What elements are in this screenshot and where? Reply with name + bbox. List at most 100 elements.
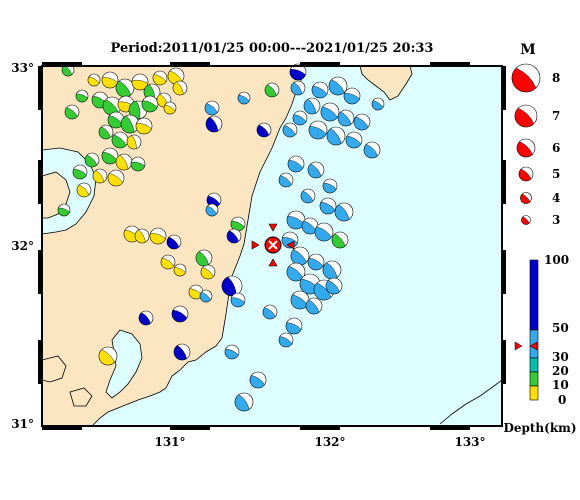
depth-legend: 100 50 30 20 10 0 Depth(km) (503, 253, 576, 435)
shikoku-landmass (359, 65, 413, 101)
earthquake-beachball (206, 192, 222, 208)
magnitude-legend: M 8 7 6 5 4 3 (511, 42, 560, 227)
earthquake-beachball (84, 152, 100, 168)
earthquake-beachball (64, 104, 80, 120)
magnitude-legend-beachball (511, 63, 541, 93)
lat-label-31: 31° (11, 417, 34, 431)
earthquake-beachball (141, 95, 159, 113)
earthquake-beachball (249, 371, 267, 389)
earthquake-beachball (107, 169, 125, 187)
earthquake-beachball (305, 297, 323, 315)
earthquake-beachball (264, 82, 280, 98)
mainshock-depth-pointer-left (514, 341, 523, 351)
earthquake-beachball (172, 80, 188, 96)
earthquake-beachball (282, 122, 298, 138)
earthquake-beachball (224, 344, 240, 360)
earthquake-beachball (371, 97, 385, 111)
earthquake-beachball (308, 120, 328, 140)
earthquake-beachball (237, 91, 251, 105)
magnitude-legend-beachball (520, 192, 532, 204)
earthquake-beachball (75, 89, 89, 103)
earthquake-beachball (286, 210, 306, 230)
map-title: Period:2011/01/25 00:00---2021/01/25 20:… (111, 41, 434, 56)
depth-tick-0: 0 (558, 393, 566, 407)
earthquake-beachball (292, 110, 308, 126)
earthquake-beachball (345, 131, 363, 149)
earthquake-beachball (115, 78, 135, 98)
mainshock-marker (251, 223, 295, 267)
earthquake-beachball (111, 131, 129, 149)
earthquake-beachball (195, 249, 213, 267)
earthquake-beachball (205, 203, 219, 217)
earthquake-beachball (334, 202, 354, 222)
magnitude-legend-beachball (514, 104, 538, 128)
earthquake-beachball (262, 304, 278, 320)
earthquake-beachball (199, 289, 213, 303)
earthquake-beachball (126, 134, 142, 150)
earthquake-beachball (138, 310, 154, 326)
mainshock-nodal-lines (268, 240, 278, 250)
earthquake-beachball (120, 114, 140, 134)
earthquake-beachball (322, 178, 338, 194)
earthquake-beachball (337, 109, 355, 127)
earthquake-beachball (307, 253, 325, 271)
depth-tick-50: 50 (552, 321, 569, 335)
earthquake-beachball (87, 73, 101, 87)
earthquake-beachball (200, 264, 216, 280)
depth-bar-teal (529, 357, 539, 373)
earthquake-beachball (285, 317, 303, 335)
earthquake-beachball (301, 217, 319, 235)
earthquake-beachball (92, 168, 108, 184)
earthquake-beachball (314, 222, 334, 242)
trench-line (439, 379, 503, 425)
earthquake-beachball (72, 164, 88, 180)
earthquake-beachball (325, 277, 343, 295)
earthquake-beachball (98, 124, 114, 140)
earthquake-beachball (331, 231, 349, 249)
mainshock-depth-pointer-right (529, 341, 538, 351)
mainshock-arrow-right (286, 240, 295, 250)
magnitude-legend-header: M (520, 42, 536, 58)
earthquake-beachball (204, 100, 220, 116)
earthquake-beachball (76, 182, 92, 198)
earthquake-beachball (57, 203, 71, 217)
earthquake-beachball (134, 228, 150, 244)
earthquake-beachball (234, 392, 254, 412)
earthquake-beachball (319, 197, 337, 215)
earthquake-beachball (289, 63, 307, 81)
earthquake-beachball (311, 81, 329, 99)
depth-bar-green (529, 371, 539, 387)
earthquake-beachball (290, 246, 310, 266)
earthquake-beachball (98, 346, 118, 366)
lon-label-131: 131° (154, 435, 185, 449)
earthquake-beachball (226, 228, 242, 244)
earthquake-beachball (205, 115, 223, 133)
magnitude-legend-label: 5 (552, 167, 560, 181)
map-border (38, 62, 506, 430)
earthquake-beachball (221, 275, 243, 297)
earthquake-beachball (149, 227, 167, 245)
earthquake-beachball (287, 155, 305, 173)
earthquake-beachball (353, 113, 371, 131)
depth-tick-20: 20 (552, 364, 569, 378)
earthquake-beachball (152, 70, 168, 86)
depth-tick-10: 10 (552, 378, 569, 392)
earthquake-beachball (363, 141, 381, 159)
earthquake-beachball (320, 102, 340, 122)
earthquake-beachball (173, 263, 187, 277)
earthquake-beachball (115, 153, 133, 171)
earthquake-beachball (303, 97, 321, 115)
earthquake-events (57, 63, 385, 412)
mainshock-arrow-top (268, 223, 278, 232)
earthquake-beachball (300, 188, 316, 204)
depth-legend-title: Depth(km) (503, 421, 576, 435)
earthquake-beachball (131, 73, 149, 91)
earthquake-beachball (278, 172, 294, 188)
earthquake-beachball (290, 80, 306, 96)
earthquake-beachball (230, 292, 246, 308)
magnitude-legend-label: 4 (552, 191, 560, 205)
depth-tick-30: 30 (552, 350, 569, 364)
earthquake-beachball (101, 71, 119, 89)
earthquake-beachball (326, 126, 346, 146)
